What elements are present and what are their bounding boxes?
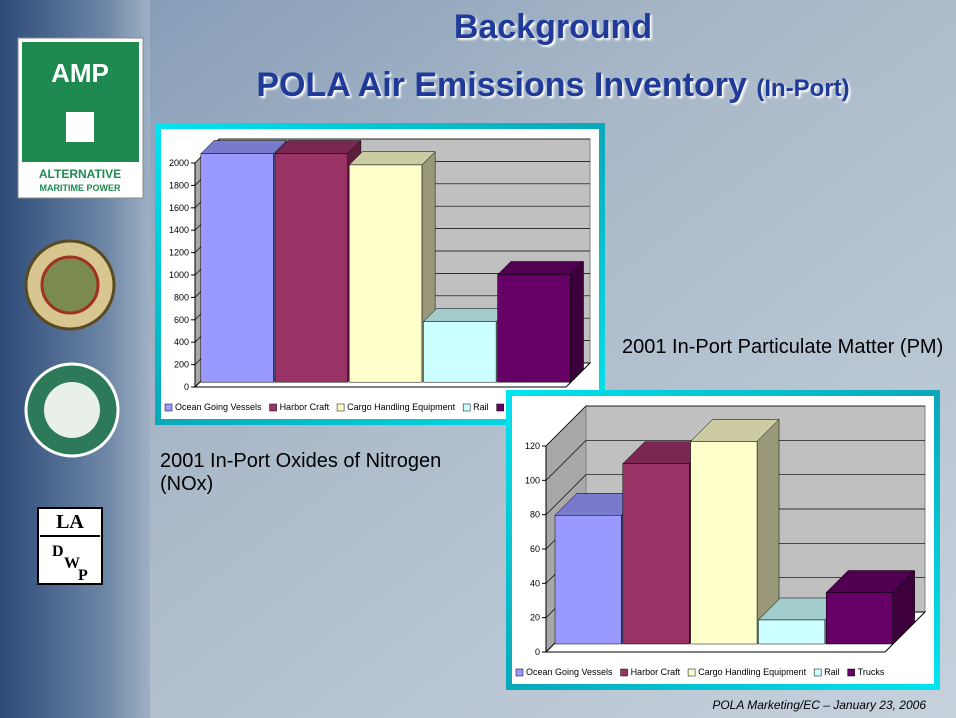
bar xyxy=(826,593,892,645)
legend-swatch xyxy=(165,404,172,411)
slide: AMP ALTERNATIVE MARITIME POWER LA D W P … xyxy=(0,0,956,718)
y-tick-label: 120 xyxy=(525,441,540,451)
legend-label: Ocean Going Vessels xyxy=(526,667,613,677)
legend-label: Rail xyxy=(473,402,489,412)
legend-swatch xyxy=(848,669,855,676)
y-tick-label: 60 xyxy=(530,544,540,554)
bar xyxy=(349,165,422,382)
y-tick-label: 1400 xyxy=(169,225,189,235)
legend-swatch xyxy=(337,404,344,411)
chart: 0 20 40 60 80 100 120 Ocean Going Vessels Harbor… xyxy=(506,390,940,690)
legend-swatch xyxy=(814,669,821,676)
legend-label: Rail xyxy=(824,667,840,677)
legend-swatch xyxy=(463,404,470,411)
chart: 0 200 400 600 800 1000 1200 1400 1600 1800 2000 Oce… xyxy=(155,123,605,425)
bar xyxy=(555,515,621,644)
y-tick-label: 800 xyxy=(174,292,189,302)
bar-top-shade xyxy=(275,141,361,154)
bar-top-shade xyxy=(498,261,584,274)
bar-top-shade xyxy=(349,152,435,165)
legend-label: Ocean Going Vessels xyxy=(175,402,262,412)
chart-title: 2001 In-Port Particulate Matter (PM) xyxy=(622,336,956,359)
y-tick-label: 100 xyxy=(525,475,540,485)
bar xyxy=(201,154,274,382)
legend-swatch xyxy=(497,404,504,411)
y-tick-label: 1800 xyxy=(169,180,189,190)
y-tick-label: 0 xyxy=(184,382,189,392)
bar-top-shade xyxy=(423,309,509,322)
legend-label: Cargo Handling Equipment xyxy=(347,402,456,412)
chart-title: 2001 In-Port Oxides of Nitrogen (NOx) xyxy=(160,450,500,496)
y-tick-label: 0 xyxy=(535,647,540,657)
bar-side-shade xyxy=(570,261,583,382)
footer: POLA Marketing/EC – January 23, 2006 xyxy=(712,698,926,712)
charts: 0200400600800100012001400160018002000Oce… xyxy=(0,0,956,718)
y-tick-label: 80 xyxy=(530,510,540,520)
bar-top-shade xyxy=(201,141,287,154)
y-tick-label: 40 xyxy=(530,578,540,588)
legend-label: Harbor Craft xyxy=(280,402,330,412)
legend-label: Trucks xyxy=(858,667,885,677)
legend-swatch xyxy=(688,669,695,676)
y-tick-label: 600 xyxy=(174,315,189,325)
y-tick-label: 1200 xyxy=(169,248,189,258)
bar xyxy=(275,154,348,382)
y-tick-label: 200 xyxy=(174,360,189,370)
y-tick-label: 1600 xyxy=(169,203,189,213)
bar xyxy=(623,464,689,644)
legend-label: Harbor Craft xyxy=(631,667,681,677)
legend-swatch xyxy=(621,669,628,676)
legend-swatch xyxy=(270,404,277,411)
bar xyxy=(691,441,757,644)
y-tick-label: 1000 xyxy=(169,270,189,280)
bar xyxy=(758,620,824,644)
y-tick-label: 400 xyxy=(174,337,189,347)
legend-label: Cargo Handling Equipment xyxy=(698,667,807,677)
y-tick-label: 2000 xyxy=(169,158,189,168)
bar xyxy=(498,275,571,383)
bar xyxy=(423,322,496,382)
y-tick-label: 20 xyxy=(530,613,540,623)
legend-swatch xyxy=(516,669,523,676)
